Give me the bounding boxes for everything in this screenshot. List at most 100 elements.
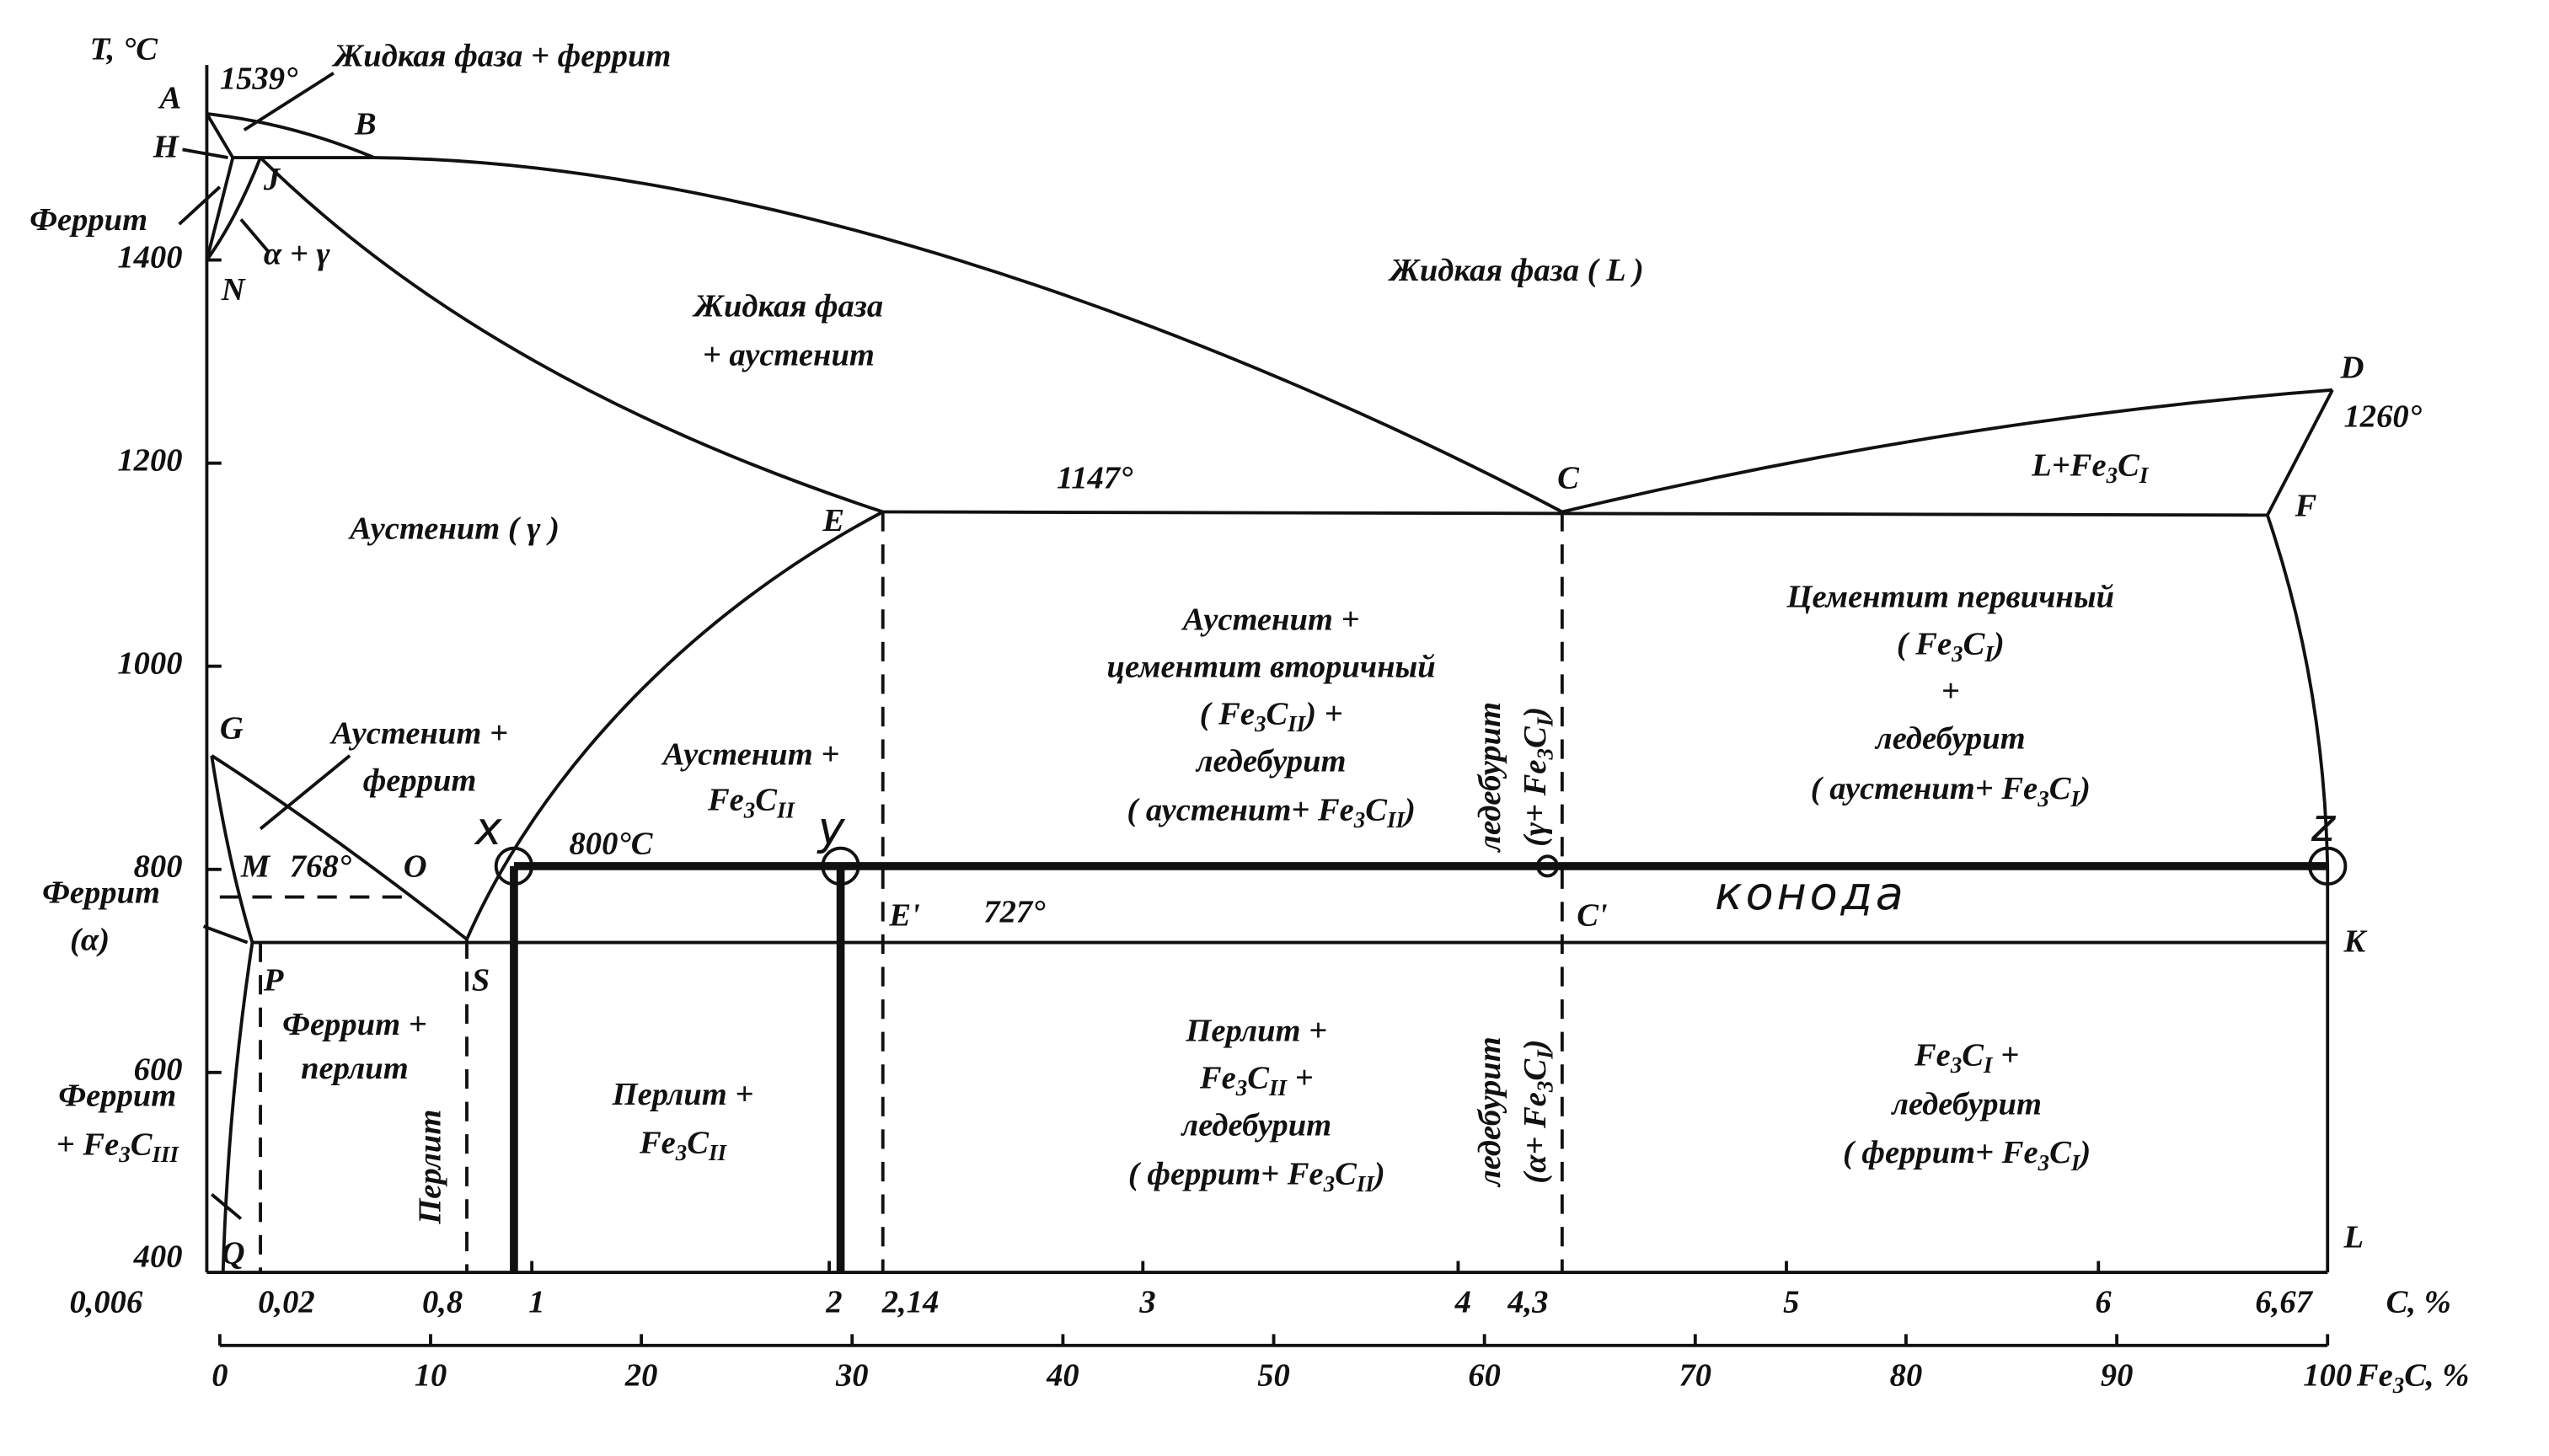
- region-label: + Fe3CIII: [56, 1127, 180, 1167]
- line-es: [465, 510, 884, 940]
- text-part: 3: [1254, 711, 1266, 736]
- region-label: Fe3CII: [707, 783, 796, 823]
- text-part: C: [1266, 696, 1288, 731]
- text-part: ( аустенит+ Fe: [1811, 771, 2038, 806]
- text-part: C: [131, 1127, 153, 1162]
- point-label: F: [2295, 488, 2317, 523]
- text-part: Цементит первичный: [1786, 579, 2115, 614]
- text-part: ( Fe: [1897, 626, 1952, 661]
- text-part: C: [2049, 771, 2072, 806]
- y-tick-label: 1000: [117, 646, 182, 682]
- region-label: Fe3CII +: [1199, 1060, 1314, 1100]
- point-label: E': [888, 897, 919, 933]
- text-part: ( феррит+ Fe: [1843, 1135, 2038, 1170]
- text-part: II: [776, 797, 796, 822]
- point-label: A: [158, 80, 182, 115]
- line-df: [2266, 388, 2334, 517]
- text-part: 3: [2392, 1373, 2405, 1398]
- text-part: Fe: [2356, 1357, 2393, 1393]
- x-tick-label: 5: [1783, 1284, 1799, 1320]
- point-label: E: [822, 503, 844, 538]
- region-label: ледебурит: [1890, 1086, 2042, 1121]
- text-part: 3: [1323, 1171, 1336, 1196]
- region-label: Жидкая фаза ( L ): [1387, 253, 1643, 288]
- text-part: C: [1518, 1058, 1553, 1081]
- text-part: L+Fe: [2031, 447, 2106, 483]
- text-part: ): [1372, 1156, 1385, 1191]
- region-label: перлит: [301, 1051, 409, 1086]
- text-part: ): [1991, 626, 2005, 661]
- text-part: C, %: [2404, 1357, 2469, 1393]
- text-part: перлит: [301, 1051, 409, 1086]
- tie-point-label: z: [2311, 799, 2338, 852]
- liquidus-ab: [206, 112, 375, 159]
- region-label: ( Fe3CII) +: [1200, 696, 1343, 736]
- point-label: C: [1557, 461, 1580, 496]
- y-tick-label: 600: [134, 1052, 183, 1088]
- tie-point-label: x: [474, 802, 506, 855]
- text-part: Аустенит +: [329, 715, 508, 751]
- region-label: Перлит: [412, 1110, 447, 1225]
- text-part: Fe: [1199, 1060, 1236, 1095]
- tie-point: [821, 846, 860, 886]
- text-part: Аустенит +: [1181, 602, 1360, 637]
- text-part: 3: [2038, 1150, 2050, 1175]
- tie-point: [1536, 854, 1559, 878]
- text-part: +: [1941, 673, 1960, 709]
- text-part: II: [1356, 1171, 1376, 1196]
- temperature-label: 800°C: [570, 827, 654, 862]
- text-part: ( аустенит+ Fe: [1127, 792, 1353, 827]
- point-label: H: [153, 129, 179, 164]
- region-label: цементит вторичный: [1107, 649, 1436, 684]
- text-part: I: [1984, 641, 1995, 666]
- text-part: ледебурит: [1472, 702, 1507, 854]
- tie-point-label: y: [817, 802, 849, 855]
- x-tick-label: 0,8: [422, 1284, 463, 1320]
- x-tick-label: 2: [825, 1284, 842, 1320]
- x-tick-label: 70: [1679, 1357, 1712, 1393]
- text-part: ) +: [1303, 696, 1342, 731]
- text-part: Перлит +: [612, 1077, 754, 1112]
- text-part: 3: [1951, 641, 1963, 666]
- x-tick-label: 40: [1046, 1357, 1079, 1393]
- axis-title: C, %: [2386, 1284, 2451, 1320]
- temperature-label: 768°: [290, 849, 352, 885]
- text-part: C: [687, 1125, 710, 1160]
- line-gs: [211, 754, 469, 941]
- region-label: Аустенит +: [1181, 602, 1360, 637]
- x-tick-label: 4,3: [1507, 1284, 1548, 1320]
- x-tick-label: 90: [2101, 1357, 2134, 1393]
- region-label: Fe3CI +: [1914, 1037, 2019, 1078]
- eutectic-line: [882, 510, 2268, 517]
- text-part: ( феррит+ Fe: [1128, 1156, 1324, 1191]
- text-part: ): [1518, 1040, 1553, 1053]
- text-part: 3: [1950, 1052, 1963, 1078]
- text-part: ледебурит: [1180, 1107, 1331, 1143]
- text-part: C: [1365, 792, 1388, 827]
- liquidus-bc: [374, 156, 1563, 514]
- text-part: I: [2070, 786, 2080, 811]
- point-label: L: [2343, 1219, 2364, 1255]
- line-pq: [221, 942, 254, 1273]
- region-label: Аустенит ( γ ): [348, 511, 560, 546]
- point-label: G: [220, 711, 244, 747]
- point-label: M: [240, 849, 271, 885]
- text-part: (γ+ Fe: [1518, 759, 1553, 846]
- y-tick-label: 800: [134, 849, 183, 885]
- text-part: ледебурит: [1472, 1036, 1507, 1188]
- x-tick-label: 6: [2095, 1284, 2112, 1320]
- y-tick-label: 400: [133, 1239, 183, 1274]
- temperature-label: 1539°: [220, 61, 298, 96]
- line-ah: [205, 113, 234, 159]
- region-label: Аустенит +: [661, 737, 840, 773]
- text-part: ): [2077, 771, 2091, 806]
- region-label: (α+ Fe3CI): [1518, 1040, 1558, 1184]
- y-tick-label: 1200: [117, 442, 182, 478]
- x-tick-label: 10: [415, 1357, 447, 1393]
- text-part: C: [1518, 725, 1553, 748]
- text-part: Перлит: [412, 1110, 447, 1225]
- line-gp: [210, 755, 254, 944]
- text-part: C: [1335, 1156, 1358, 1191]
- text-part: Перлит +: [1185, 1013, 1327, 1048]
- text-part: I: [1983, 1052, 1994, 1078]
